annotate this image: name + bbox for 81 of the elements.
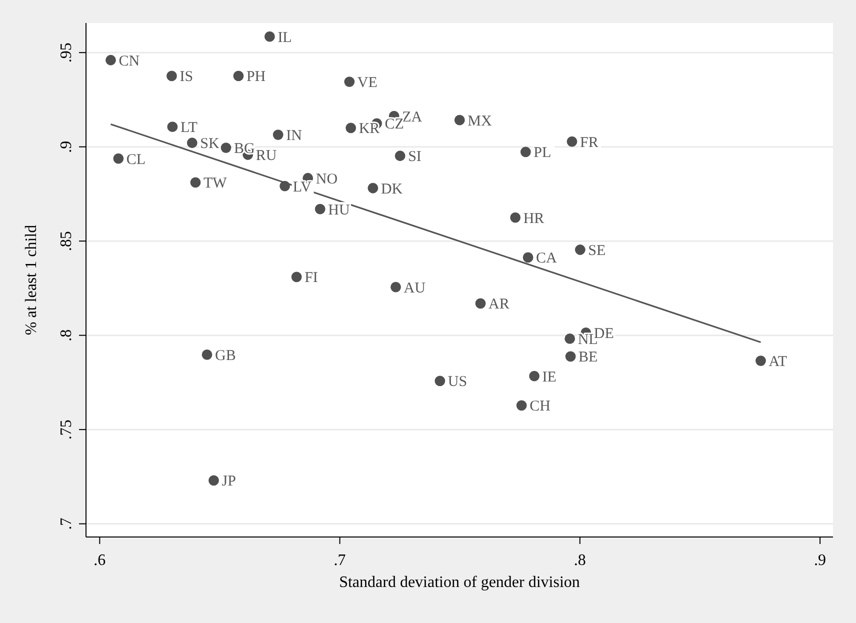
y-axis-title: % at least 1 child (23, 224, 40, 336)
point (574, 244, 586, 255)
data-label: LV (292, 179, 312, 196)
point (520, 146, 531, 158)
data-label: IS (180, 69, 194, 86)
data-label: JP (222, 474, 236, 490)
data-label: US (448, 374, 468, 390)
data-label: CA (536, 250, 558, 267)
point (280, 180, 290, 192)
data-label: IN (286, 128, 302, 144)
point (314, 204, 326, 214)
data-label: IE (542, 369, 556, 386)
point (202, 350, 212, 360)
data-label: HR (523, 210, 544, 227)
point (113, 153, 124, 164)
point (344, 76, 355, 88)
point (516, 400, 527, 411)
data-label: SI (408, 149, 422, 166)
data-label: TW (203, 176, 228, 192)
data-label: CZ (384, 116, 404, 133)
point (233, 70, 244, 82)
point (167, 122, 178, 132)
point (291, 272, 302, 282)
y-tick-label: .7 (58, 518, 75, 530)
point (106, 54, 116, 66)
point (272, 130, 284, 140)
data-label: SE (588, 243, 606, 259)
y-tick-label: .85 (58, 231, 75, 252)
point (394, 150, 406, 162)
data-label: NO (316, 171, 338, 188)
data-label: RU (256, 148, 277, 164)
point (475, 298, 486, 309)
point (522, 252, 534, 263)
point (565, 351, 576, 362)
data-label: LT (180, 120, 198, 136)
data-label: BE (578, 350, 598, 366)
data-label: GB (215, 348, 236, 364)
y-tick-label: .9 (58, 140, 75, 153)
point (368, 182, 378, 194)
point (208, 475, 219, 486)
point (529, 370, 540, 382)
data-label: ZA (402, 109, 422, 126)
y-tick-label: .95 (58, 42, 75, 63)
data-label: AU (404, 280, 426, 296)
data-label: MX (468, 113, 492, 130)
point (564, 334, 576, 344)
point (190, 177, 201, 188)
point (454, 114, 465, 126)
y-tick-label: .75 (58, 420, 75, 440)
point (186, 138, 198, 148)
data-label: BG (234, 141, 255, 158)
data-label: AR (488, 296, 510, 313)
point (510, 212, 521, 223)
x-tick-label: .7 (334, 552, 346, 569)
data-label: KR (358, 121, 380, 138)
data-label: IL (278, 30, 292, 46)
x-tick-label: .6 (94, 552, 106, 569)
data-label: DK (380, 181, 403, 198)
point (756, 356, 766, 366)
data-label: PH (246, 69, 266, 86)
data-label: PL (534, 145, 552, 162)
data-label: SK (200, 136, 220, 152)
data-label: CL (126, 152, 146, 168)
data-label: CN (118, 53, 140, 70)
data-label: AT (768, 354, 788, 370)
y-tick-label: .8 (58, 329, 75, 342)
data-label: HU (328, 202, 350, 218)
point (566, 136, 578, 147)
point (390, 282, 401, 292)
point (346, 122, 356, 134)
x-tick-label: .8 (574, 552, 586, 569)
x-axis-title: Standard deviation of gender division (339, 574, 580, 591)
point (264, 31, 275, 42)
point (166, 70, 177, 82)
point (434, 376, 446, 386)
data-label: VE (357, 75, 378, 92)
point (220, 142, 232, 153)
x-tick-label: .9 (814, 552, 826, 569)
data-label: CH (530, 398, 551, 415)
data-label: FI (304, 270, 318, 286)
data-label: FR (580, 134, 598, 151)
